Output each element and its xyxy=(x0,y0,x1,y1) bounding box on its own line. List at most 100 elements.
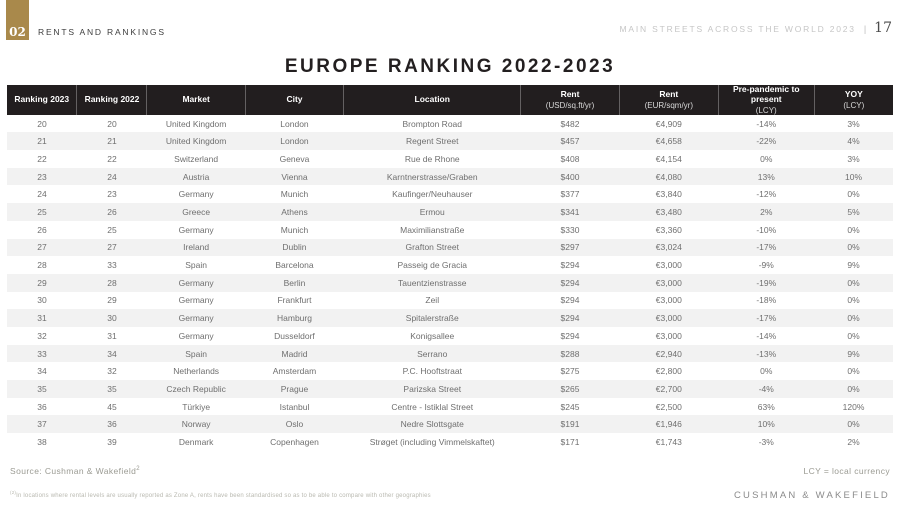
table-cell: 32 xyxy=(37,330,47,341)
table-cell: Nedre Slottsgate xyxy=(400,419,464,430)
table-row: 27 27 Ireland Dublin Grafton Street $297 €3,02… xyxy=(7,238,893,257)
table-cell: 24 xyxy=(107,171,117,182)
table-cell: $294 xyxy=(560,330,580,341)
table-cell: €2,700 xyxy=(655,383,682,394)
table-cell: London xyxy=(280,118,309,129)
table-cell: $377 xyxy=(560,189,580,200)
table-cell: 35 xyxy=(37,383,47,394)
table-cell: 28 xyxy=(107,277,117,288)
table-cell: 28 xyxy=(37,260,47,271)
table-cell: 35 xyxy=(107,383,117,394)
table-cell: 2% xyxy=(760,207,773,217)
source-text: Source: Cushman & Wakefield xyxy=(10,466,137,476)
lcy-legend: LCY = local currency xyxy=(803,466,890,476)
table-cell: -4% xyxy=(758,383,774,394)
table-cell: €4,154 xyxy=(655,153,682,164)
table-cell: 27 xyxy=(107,242,117,253)
table-cell: 21 xyxy=(107,136,117,147)
table-cell: €3,000 xyxy=(655,330,682,341)
table-cell: €4,080 xyxy=(655,171,682,182)
table-cell: $341 xyxy=(560,207,580,217)
table-cell: $294 xyxy=(560,313,580,324)
table-cell: 34 xyxy=(107,348,117,359)
table-cell: -18% xyxy=(756,295,777,306)
table-cell: €1,946 xyxy=(655,419,682,430)
table-cell: $408 xyxy=(560,153,580,164)
header-right: MAIN STREETS ACROSS THE WORLD 2023 | 17 xyxy=(620,20,892,36)
table-cell: United Kingdom xyxy=(165,136,227,147)
table-cell: Konigsallee xyxy=(410,330,455,341)
table-cell: €1,743 xyxy=(655,436,682,447)
table-cell: 0% xyxy=(847,383,860,394)
table-cell: Türkiye xyxy=(182,401,211,412)
table-cell: -9% xyxy=(758,260,774,271)
table-cell: Germany xyxy=(178,277,214,288)
column-header-0: Ranking 2023 xyxy=(7,85,78,115)
table-cell: Ireland xyxy=(183,242,210,253)
column-header-4: Location xyxy=(343,85,522,115)
table-cell: -17% xyxy=(756,313,777,324)
table-head: Ranking 2023 Ranking 2022 Market City Locati… xyxy=(7,84,893,115)
table-cell: €2,500 xyxy=(655,401,682,412)
table-cell: €3,360 xyxy=(655,224,682,235)
table-cell: 0% xyxy=(847,224,860,235)
table-cell: 32 xyxy=(107,366,117,377)
column-header-5: Rent (USD/sq.ft/yr) xyxy=(520,85,620,115)
table-cell: Serrano xyxy=(417,348,448,359)
table-cell: 36 xyxy=(37,401,47,412)
table-cell: 22 xyxy=(107,153,117,164)
table-cell: P.C. Hooftstraat xyxy=(402,366,462,377)
table-cell: 21 xyxy=(37,136,47,147)
table-cell: $171 xyxy=(560,436,580,447)
table-cell: -19% xyxy=(756,277,777,288)
table-cell: Kaufinger/Neuhauser xyxy=(392,189,473,200)
table-cell: $294 xyxy=(560,277,580,288)
table-cell: Spain xyxy=(185,348,208,359)
table-cell: $245 xyxy=(560,401,580,412)
column-header-6: Rent (EUR/sqm/yr) xyxy=(619,85,719,115)
table-cell: United Kingdom xyxy=(165,118,227,129)
table-cell: €3,840 xyxy=(655,189,682,200)
table-cell: Geneva xyxy=(279,153,310,164)
table-cell: 27 xyxy=(37,242,47,253)
table-cell: Barcelona xyxy=(275,260,314,271)
table-cell: 0% xyxy=(847,366,860,377)
section-label: RENTS AND RANKINGS xyxy=(38,27,166,37)
table-cell: Germany xyxy=(178,224,214,235)
table-cell: Germany xyxy=(178,313,214,324)
table-row: 24 23 Germany Munich Kaufinger/Neuhauser $377… xyxy=(7,185,893,203)
table-cell: €4,658 xyxy=(655,136,682,147)
table-cell: 0% xyxy=(847,330,860,341)
table-row: 28 33 Spain Barcelona Passeig de Gracia $294 €… xyxy=(7,256,893,274)
column-header-2: Market xyxy=(146,85,246,115)
table-cell: €3,480 xyxy=(655,207,682,217)
source-note: Source: Cushman & Wakefield2 xyxy=(10,466,140,476)
table-cell: 37 xyxy=(37,419,47,430)
table-cell: $275 xyxy=(560,366,580,377)
table-cell: 20 xyxy=(107,118,117,129)
table-cell: 120% xyxy=(842,401,865,412)
table-cell: Dublin xyxy=(282,242,307,253)
table-cell: -22% xyxy=(756,136,777,147)
table-cell: 63% xyxy=(757,401,775,412)
table-cell: Munich xyxy=(280,224,309,235)
table-cell: 0% xyxy=(847,242,860,253)
table-cell: Regent Street xyxy=(406,136,459,147)
table-cell: $457 xyxy=(560,136,580,147)
table-cell: Germany xyxy=(178,189,214,200)
table-cell: 33 xyxy=(37,348,47,359)
table-row: 21 21 United Kingdom London Regent Street $45… xyxy=(7,132,893,151)
table-cell: Amsterdam xyxy=(272,366,317,377)
table-row: 32 31 Germany Dusseldorf Konigsallee $294 €3,0… xyxy=(7,327,893,345)
table-row: 20 20 United Kingdom London Brompton Road $48… xyxy=(7,115,893,133)
table-cell: 24 xyxy=(37,189,47,200)
table-cell: 30 xyxy=(107,313,117,324)
table-cell: Austria xyxy=(182,171,210,182)
table-cell: Germany xyxy=(178,330,214,341)
table-cell: €2,940 xyxy=(655,348,682,359)
table-header-row: Ranking 2023 Ranking 2022 Market City Locati… xyxy=(7,84,893,115)
table-cell: $294 xyxy=(560,295,580,306)
table-cell: Dusseldorf xyxy=(274,330,315,341)
table-cell: 10% xyxy=(845,171,863,182)
